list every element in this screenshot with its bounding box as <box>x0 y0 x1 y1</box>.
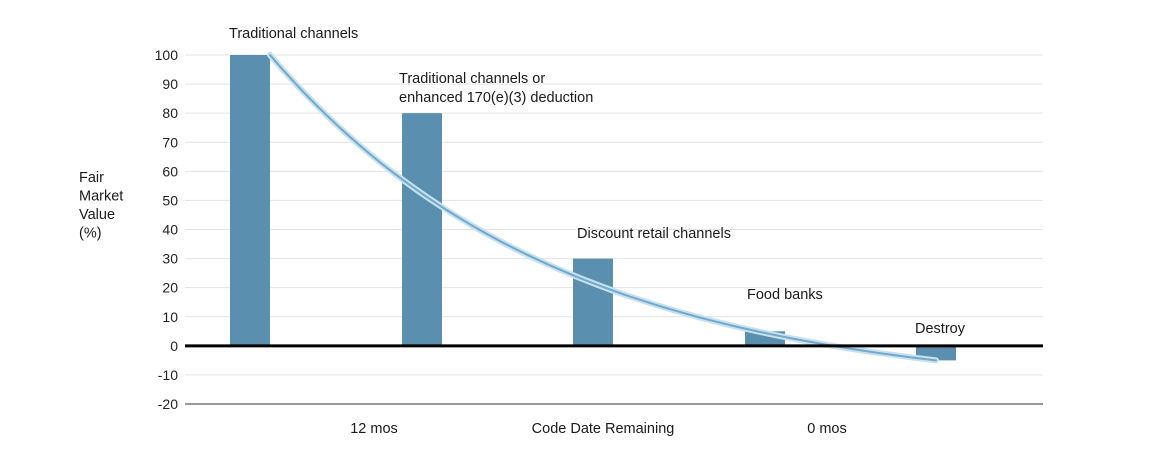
y-tick-label: 70 <box>162 134 178 150</box>
y-axis-title-line: Market <box>79 189 123 205</box>
y-tick-label: 90 <box>162 76 178 92</box>
y-tick-label: -20 <box>158 396 178 412</box>
x-axis-labels: 12 mos Code Date Remaining 0 mos <box>350 421 847 437</box>
bar <box>402 113 442 346</box>
annotation-line: Traditional channels or <box>399 71 545 87</box>
annotations: Traditional channels Traditional channels… <box>229 26 966 337</box>
y-axis-title-line: Value <box>79 207 115 223</box>
y-axis-title: Fair Market Value (%) <box>79 170 123 242</box>
y-axis-title-line: Fair <box>79 170 104 186</box>
y-tick-label: 10 <box>162 309 178 325</box>
bar-annotation: Traditional channels <box>229 26 358 42</box>
bar <box>230 55 270 346</box>
y-axis-label: Fair Market Value (%) <box>79 170 123 242</box>
annotation-line: enhanced 170(e)(3) deduction <box>399 90 593 106</box>
annotation-line: Traditional channels <box>229 26 358 42</box>
y-tick-label: 60 <box>162 163 178 179</box>
annotation-line: Destroy <box>915 321 966 337</box>
y-tick-label: 0 <box>170 338 178 354</box>
bar <box>573 258 613 346</box>
y-tick-label: 100 <box>155 47 179 63</box>
y-tick-label: 50 <box>162 192 178 208</box>
y-tick-label: 20 <box>162 280 178 296</box>
y-tick-label: 40 <box>162 222 178 238</box>
y-tick-label: 80 <box>162 105 178 121</box>
x-axis-title: Code Date Remaining <box>532 421 675 437</box>
bars <box>230 55 956 361</box>
x-tick-label: 12 mos <box>350 421 398 437</box>
bar-annotation: Food banks <box>747 287 823 303</box>
y-tick-label: 30 <box>162 251 178 267</box>
annotation-line: Discount retail channels <box>577 226 731 242</box>
y-axis-title-line: (%) <box>79 226 102 242</box>
bar-annotation: Traditional channels or enhanced 170(e)(3… <box>399 71 593 106</box>
annotation-line: Food banks <box>747 287 823 303</box>
bar-annotation: Destroy <box>915 321 966 337</box>
x-tick-label: 0 mos <box>807 421 847 437</box>
y-tick-label: -10 <box>158 367 178 383</box>
bar-annotation: Discount retail channels <box>577 226 731 242</box>
